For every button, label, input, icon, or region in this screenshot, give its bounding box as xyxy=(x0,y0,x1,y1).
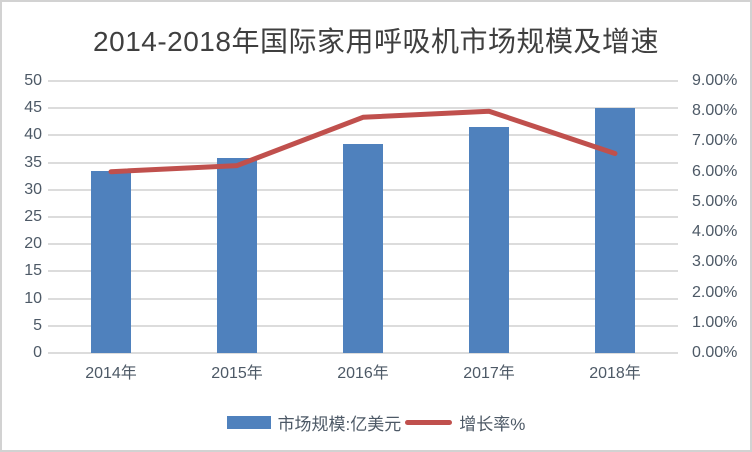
right-axis-tick: 2.00% xyxy=(692,283,738,301)
bar-2016年 xyxy=(343,143,383,353)
x-axis-tick: 2015年 xyxy=(211,365,263,382)
growth-line-series xyxy=(108,108,618,175)
gridline xyxy=(48,107,678,110)
right-axis-tick: 4.00% xyxy=(692,223,738,241)
x-axis-tick: 2016年 xyxy=(337,365,389,382)
left-axis-tick: 5 xyxy=(33,316,42,334)
left-axis-tick: 50 xyxy=(24,72,42,89)
left-axis-tick: 25 xyxy=(24,208,42,225)
right-axis-tick: 6.00% xyxy=(692,162,738,180)
left-axis-tick: 20 xyxy=(24,235,42,253)
right-axis-tick: 1.00% xyxy=(692,313,738,331)
legend-item-market-size: 市场规模:亿美元 xyxy=(226,410,402,435)
legend-item-growth-rate: 增长率% xyxy=(405,410,525,435)
x-axis-tick: 2014年 xyxy=(85,365,137,382)
legend-label-market-size: 市场规模:亿美元 xyxy=(277,415,402,434)
right-axis-tick: 3.00% xyxy=(692,253,738,271)
legend: 市场规模:亿美元 增长率% xyxy=(2,410,750,435)
left-axis-tick: 15 xyxy=(24,262,42,280)
right-axis-tick: 7.00% xyxy=(692,132,738,150)
x-axis-tick: 2018年 xyxy=(589,365,641,382)
bar-2014年 xyxy=(91,170,131,353)
gridline xyxy=(48,352,678,354)
right-axis-tick: 5.00% xyxy=(692,192,738,210)
gridline xyxy=(48,134,678,137)
right-axis-tick: 9.00% xyxy=(692,72,738,89)
legend-bar-swatch-icon xyxy=(226,416,271,429)
gridline xyxy=(48,80,678,82)
left-axis-tick: 40 xyxy=(24,126,42,144)
growth-line xyxy=(108,108,618,175)
left-axis-tick: 0 xyxy=(33,344,42,361)
chart-title: 2014-2018年国际家用呼吸机市场规模及增速 xyxy=(93,26,659,57)
bar-2017年 xyxy=(469,127,509,353)
left-axis-tick: 35 xyxy=(24,153,42,171)
left-axis-tick: 30 xyxy=(24,180,42,198)
legend-label-growth-rate: 增长率% xyxy=(459,415,526,434)
right-axis-tick: 8.00% xyxy=(692,102,738,120)
x-axis-tick: 2017年 xyxy=(463,365,515,382)
left-axis-tick: 45 xyxy=(24,99,42,117)
right-axis-tick: 0.00% xyxy=(692,344,738,361)
left-axis-tick: 10 xyxy=(24,289,42,307)
legend-line-swatch-icon xyxy=(405,420,453,425)
plot-area xyxy=(48,80,678,354)
bar-2015年 xyxy=(217,158,257,353)
